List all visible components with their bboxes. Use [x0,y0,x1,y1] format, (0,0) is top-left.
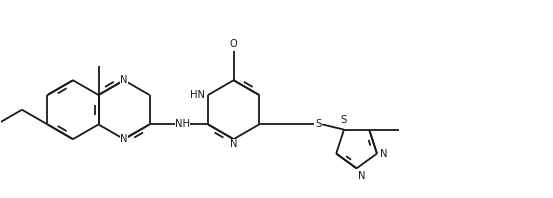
Text: N: N [358,171,365,181]
Text: HN: HN [190,90,205,100]
Text: NH: NH [175,119,190,129]
Text: N: N [120,75,128,85]
Text: S: S [341,115,347,125]
Text: N: N [120,134,128,144]
Text: N: N [230,139,237,149]
Text: O: O [229,39,237,49]
Text: N: N [379,148,387,159]
Text: S: S [315,119,321,129]
